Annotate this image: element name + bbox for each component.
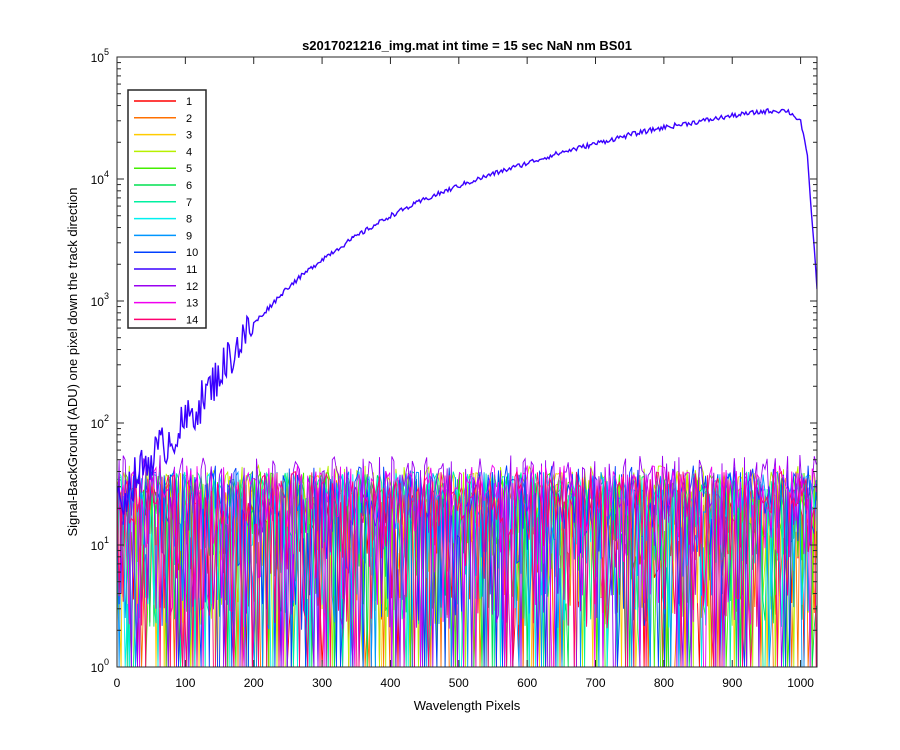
- legend-label-11: 11: [186, 264, 197, 276]
- legend-label-8: 8: [186, 214, 192, 226]
- y-axis-label: Signal-BackGround (ADU) one pixel down t…: [65, 187, 80, 536]
- x-tick-label: 500: [449, 676, 469, 690]
- x-tick-label: 800: [654, 676, 674, 690]
- x-tick-label: 200: [244, 676, 264, 690]
- x-tick-label: 100: [175, 676, 195, 690]
- axes-box: [116, 56, 818, 668]
- series-line-14: [117, 470, 817, 667]
- series-line-12: [117, 454, 817, 667]
- legend-label-10: 10: [186, 247, 198, 259]
- legend-label-9: 9: [186, 230, 192, 242]
- chart-title: s2017021216_img.mat int time = 15 sec Na…: [302, 38, 632, 53]
- x-tick-label: 600: [517, 676, 537, 690]
- series-line-13: [117, 464, 817, 667]
- legend-box: [127, 89, 207, 329]
- x-tick-label: 0: [114, 676, 121, 690]
- x-tick-label: 900: [722, 676, 742, 690]
- legend-label-6: 6: [186, 180, 192, 192]
- x-axis-label: Wavelength Pixels: [414, 698, 521, 713]
- series-layer: [117, 107, 817, 667]
- legend-label-3: 3: [186, 130, 192, 142]
- legend-label-4: 4: [186, 146, 192, 158]
- legend-label-13: 13: [186, 298, 198, 310]
- series-line-11: [117, 107, 817, 515]
- series-line-10: [117, 465, 817, 667]
- legend-label-7: 7: [186, 197, 192, 209]
- x-tick-label: 400: [380, 676, 400, 690]
- legend-label-14: 14: [186, 314, 198, 326]
- legend-label-2: 2: [186, 113, 192, 125]
- legend-label-1: 1: [186, 96, 192, 108]
- x-tick-label: 300: [312, 676, 332, 690]
- legend-label-12: 12: [186, 281, 198, 293]
- legend-label-5: 5: [186, 163, 192, 175]
- x-axis-ticks: 0 100 200 300 400 500 600 700 800 900 1000: [114, 57, 814, 690]
- x-tick-label: 700: [586, 676, 606, 690]
- x-tick-label: 1000: [787, 676, 814, 690]
